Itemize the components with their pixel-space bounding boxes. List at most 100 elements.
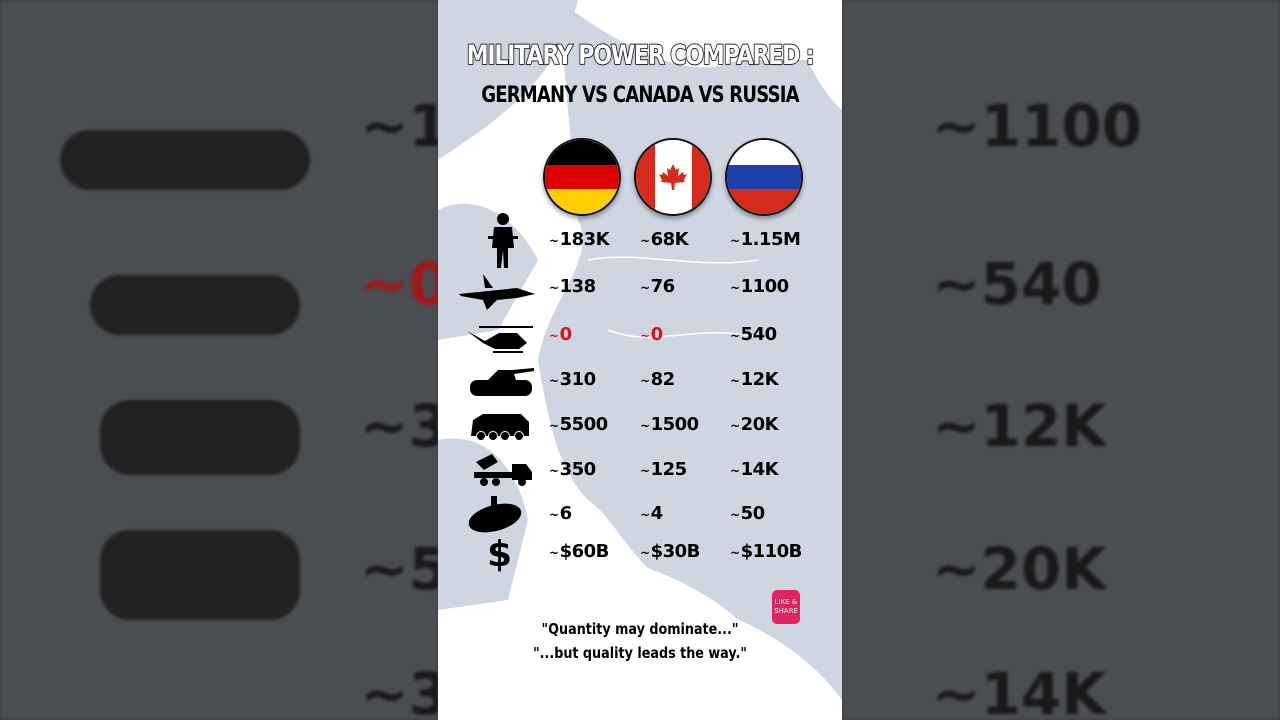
- tilde: ~: [640, 234, 650, 248]
- value-text: 5500: [559, 414, 609, 435]
- tilde: ~: [640, 464, 650, 478]
- value-text: 76: [650, 276, 676, 297]
- tilde: ~: [549, 234, 559, 248]
- tilde: ~: [730, 464, 740, 478]
- infographic-panel: MILITARY POWER COMPARED : GERMANY VS CAN…: [438, 0, 842, 720]
- value-russia: ~$110B: [730, 541, 802, 562]
- value-text: 68K: [650, 229, 689, 250]
- soldier-icon: [488, 213, 518, 268]
- bg-value: ~0: [360, 250, 438, 318]
- badge-text: SHARE: [774, 607, 798, 615]
- germany-flag: [543, 138, 621, 216]
- tilde: ~: [730, 419, 740, 433]
- tilde: ~: [640, 546, 650, 560]
- value-text: 20K: [740, 414, 779, 435]
- tilde: ~: [640, 329, 650, 343]
- submarine-icon: [468, 496, 522, 533]
- value-text: $30B: [650, 541, 701, 562]
- tilde: ~: [730, 546, 740, 560]
- tank-icon: [100, 400, 300, 475]
- value-canada: ~76: [640, 276, 675, 297]
- tilde: ~: [549, 419, 559, 433]
- value-russia: ~50: [730, 503, 765, 524]
- value-text: 12K: [740, 369, 779, 390]
- armored-vehicle-icon: [100, 530, 300, 620]
- tilde: ~: [730, 329, 740, 343]
- value-text: 6: [559, 503, 573, 524]
- blurred-background-left: ~138 ~0 ~310 ~5500 ~350: [0, 0, 438, 720]
- helicopter-icon: [467, 326, 533, 353]
- value-germany: ~350: [549, 459, 596, 480]
- armored-vehicle-icon: [471, 414, 529, 441]
- tilde: ~: [549, 374, 559, 388]
- value-germany: ~138: [549, 276, 596, 297]
- page-title: MILITARY POWER COMPARED :: [466, 39, 815, 72]
- bg-value: ~138: [360, 92, 438, 160]
- quote-line-2: "...but quality leads the way.": [533, 644, 747, 662]
- value-canada: ~$30B: [640, 541, 700, 562]
- value-text: 310: [559, 369, 597, 390]
- fighter-jet-icon: [459, 274, 535, 310]
- tilde: ~: [730, 234, 740, 248]
- value-canada: ~125: [640, 459, 687, 480]
- tilde: ~: [549, 546, 559, 560]
- bg-value: ~5500: [360, 535, 438, 603]
- value-germany: ~0: [549, 324, 572, 345]
- value-russia: ~14K: [730, 459, 779, 480]
- tilde: ~: [730, 281, 740, 295]
- fighter-jet-icon: [60, 130, 310, 190]
- blurred-background-right: ~1100 ~540 ~12K ~20K ~14K: [842, 0, 1280, 720]
- value-text: $60B: [559, 541, 610, 562]
- value-text: 50: [740, 503, 766, 524]
- tilde: ~: [730, 508, 740, 522]
- page-subtitle: GERMANY VS CANADA VS RUSSIA: [481, 83, 799, 108]
- tilde: ~: [640, 419, 650, 433]
- tilde: ~: [640, 281, 650, 295]
- dollar-icon: $: [487, 534, 513, 575]
- like-share-badge[interactable]: LIKE & SHARE: [772, 590, 800, 624]
- bg-value: ~350: [360, 660, 438, 720]
- value-canada: ~4: [640, 503, 663, 524]
- value-text: 1500: [650, 414, 700, 435]
- value-germany: ~6: [549, 503, 572, 524]
- value-germany: ~310: [549, 369, 596, 390]
- value-text: 0: [559, 324, 573, 345]
- value-germany: ~$60B: [549, 541, 609, 562]
- quote-line-1: "Quantity may dominate...": [541, 620, 739, 638]
- tilde: ~: [549, 329, 559, 343]
- value-text: 183K: [559, 229, 610, 250]
- value-text: 1100: [740, 276, 790, 297]
- value-text: 1.15M: [740, 229, 801, 250]
- helicopter-icon: [90, 275, 300, 335]
- value-russia: ~1.15M: [730, 229, 801, 250]
- value-text: 82: [650, 369, 676, 390]
- value-text: 4: [650, 503, 664, 524]
- value-germany: ~183K: [549, 229, 610, 250]
- value-russia: ~12K: [730, 369, 779, 390]
- value-text: 138: [559, 276, 597, 297]
- value-text: 0: [650, 324, 664, 345]
- value-text: 540: [740, 324, 778, 345]
- bg-value: ~1100: [932, 92, 1143, 160]
- bg-value: ~540: [932, 250, 1102, 318]
- tilde: ~: [549, 464, 559, 478]
- rocket-launcher-icon: [474, 454, 532, 486]
- value-canada: ~68K: [640, 229, 689, 250]
- value-canada: ~82: [640, 369, 675, 390]
- value-text: 14K: [740, 459, 779, 480]
- canada-flag: [634, 138, 712, 216]
- value-russia: ~20K: [730, 414, 779, 435]
- tilde: ~: [549, 508, 559, 522]
- tilde: ~: [640, 374, 650, 388]
- value-germany: ~5500: [549, 414, 608, 435]
- maple-leaf-icon: [654, 140, 692, 214]
- europe-map-background: [438, 0, 842, 720]
- tilde: ~: [640, 508, 650, 522]
- badge-text: LIKE &: [774, 598, 798, 606]
- value-canada: ~1500: [640, 414, 699, 435]
- bg-value: ~20K: [932, 535, 1107, 603]
- value-russia: ~540: [730, 324, 777, 345]
- value-text: 350: [559, 459, 597, 480]
- value-text: $110B: [740, 541, 803, 562]
- value-text: 125: [650, 459, 688, 480]
